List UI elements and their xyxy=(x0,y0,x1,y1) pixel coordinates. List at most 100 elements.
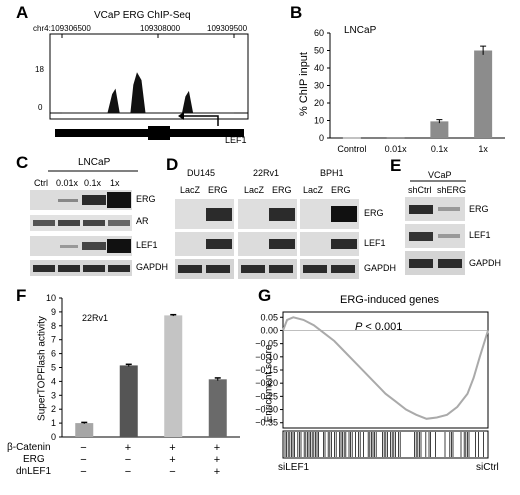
f-condition-sign: + xyxy=(124,442,132,454)
panel-g-left-label: siLEF1 xyxy=(278,462,310,473)
panel-d-blot-lef1-bph1 xyxy=(300,232,359,256)
panel-d-group-22rv1: 22Rv1 xyxy=(253,168,280,178)
panel-f-letter: F xyxy=(16,286,27,305)
g-frame xyxy=(282,311,489,429)
panel-d-lane: ERG xyxy=(208,185,228,195)
f-y-tick-label: 9 xyxy=(51,307,56,317)
f-y-tick-label: 2 xyxy=(51,404,56,414)
panel-d-lane: LacZ xyxy=(303,185,324,195)
b-y-tick-label: 0 xyxy=(319,133,324,143)
g-y-tick-label: −0.25 xyxy=(255,391,278,401)
panel-d-group-bph1: BPH1 xyxy=(320,168,344,178)
b-y-tick-label: 10 xyxy=(314,116,324,126)
lef1-exon-mid xyxy=(148,126,170,140)
panel-g-letter: G xyxy=(258,286,272,305)
panel-f-row-label-dnlef1: dnLEF1 xyxy=(16,466,52,477)
f-bar xyxy=(119,365,138,437)
panel-d-blot-gapdh-22rv1 xyxy=(238,259,297,279)
panel-d-blot-erg-du145 xyxy=(175,199,234,229)
panel-d-prot-lef1: LEF1 xyxy=(364,238,386,248)
panel-e-blot-erg xyxy=(405,197,465,221)
panel-d-lane: LacZ xyxy=(180,185,201,195)
lef1-exon-right xyxy=(170,129,244,137)
panel-e-lane-shctrl: shCtrl xyxy=(408,185,432,195)
f-condition-sign: − xyxy=(124,466,132,478)
f-condition-sign: + xyxy=(213,454,221,466)
b-category-label: 1x xyxy=(478,144,488,154)
panel-d-blot-gapdh-du145 xyxy=(175,259,234,279)
panel-a-title: VCaP ERG ChIP-Seq xyxy=(94,10,191,21)
f-condition-sign: + xyxy=(169,454,176,466)
b-category-label: 0.01x xyxy=(385,144,408,154)
g-y-tick-label: −0.20 xyxy=(255,378,278,388)
b-bar xyxy=(342,137,361,139)
f-y-tick-label: 1 xyxy=(51,418,56,428)
f-y-tick-label: 6 xyxy=(51,349,56,359)
b-y-tick-label: 40 xyxy=(314,63,324,73)
panel-d-lane: ERG xyxy=(331,185,351,195)
tss-arrowhead xyxy=(178,112,184,120)
f-condition-sign: − xyxy=(124,454,132,466)
panel-d-prot-gapdh: GAPDH xyxy=(364,263,397,273)
g-y-tick-label: 0.05 xyxy=(260,312,278,322)
g-y-tick-label: 0.00 xyxy=(260,325,278,335)
f-y-tick-label: 4 xyxy=(51,376,56,386)
panel-e-lane-sherg: shERG xyxy=(437,185,467,195)
panel-e-prot-erg: ERG xyxy=(469,204,489,214)
panel-a-coord-left: chr4:109306500 xyxy=(33,24,91,33)
f-condition-sign: + xyxy=(213,466,221,478)
panel-c-lane-1x: 1x xyxy=(110,178,120,188)
panel-a-peaks xyxy=(62,72,234,114)
panel-c-lane-01x: 0.1x xyxy=(84,178,102,188)
b-y-tick-label: 30 xyxy=(314,81,324,91)
f-y-tick-label: 3 xyxy=(51,390,56,400)
panel-a-gene-label: LEF1 xyxy=(225,135,247,145)
b-category-label: Control xyxy=(337,144,366,154)
panel-c-lane-ctrl: Ctrl xyxy=(34,178,48,188)
panel-e-blot-lef1 xyxy=(405,224,465,248)
b-bar xyxy=(386,137,405,139)
g-y-tick-label: −0.30 xyxy=(255,405,278,415)
panel-e-prot-lef1: LEF1 xyxy=(469,230,491,240)
panel-d-lane: ERG xyxy=(272,185,292,195)
panel-d-blot-lef1-du145 xyxy=(175,232,234,256)
panel-d-blot-erg-bph1 xyxy=(300,199,359,229)
panel-e-prot-gapdh: GAPDH xyxy=(469,258,502,268)
f-y-tick-label: 5 xyxy=(51,363,56,373)
panel-d-blot-erg-22rv1 xyxy=(238,199,297,229)
panel-f-row-label-catenin: β-Catenin xyxy=(7,442,51,453)
panel-g-right-label: siCtrl xyxy=(476,462,499,473)
panel-a-coord-right: 109309500 xyxy=(207,24,248,33)
panel-a-ytick-18: 18 xyxy=(35,65,44,74)
lef1-exon-left xyxy=(55,129,148,137)
b-category-label: 0.1x xyxy=(431,144,449,154)
panel-c-lane-001x: 0.01x xyxy=(56,178,79,188)
panel-c-prot-erg: ERG xyxy=(136,194,156,204)
panel-c-blot-lef1 xyxy=(30,236,132,256)
panel-f-cell-line: 22Rv1 xyxy=(82,313,109,323)
panel-g-pvalue-p: P xyxy=(355,321,363,333)
panel-a-ytick-0: 0 xyxy=(38,103,43,112)
f-condition-sign: + xyxy=(169,442,176,454)
panel-d-prot-erg: ERG xyxy=(364,208,384,218)
panel-a-letter: A xyxy=(16,3,29,22)
f-condition-sign: − xyxy=(80,442,87,454)
panel-g-pvalue: P < 0.001 xyxy=(355,321,402,333)
b-y-tick-label: 50 xyxy=(314,46,324,56)
panel-d-letter: D xyxy=(166,155,179,174)
panel-f-row-label-erg: ERG xyxy=(23,454,45,465)
tss-arrow xyxy=(184,115,219,126)
panel-e-blot-gapdh xyxy=(405,251,465,275)
panel-e-letter: E xyxy=(390,156,402,175)
f-condition-sign: + xyxy=(213,442,221,454)
f-bar xyxy=(208,379,227,437)
chip-peak-trace xyxy=(62,72,234,114)
panel-c-prot-lef1: LEF1 xyxy=(136,240,158,250)
f-bar xyxy=(164,315,183,437)
panel-d-blot-lef1-22rv1 xyxy=(238,232,297,256)
